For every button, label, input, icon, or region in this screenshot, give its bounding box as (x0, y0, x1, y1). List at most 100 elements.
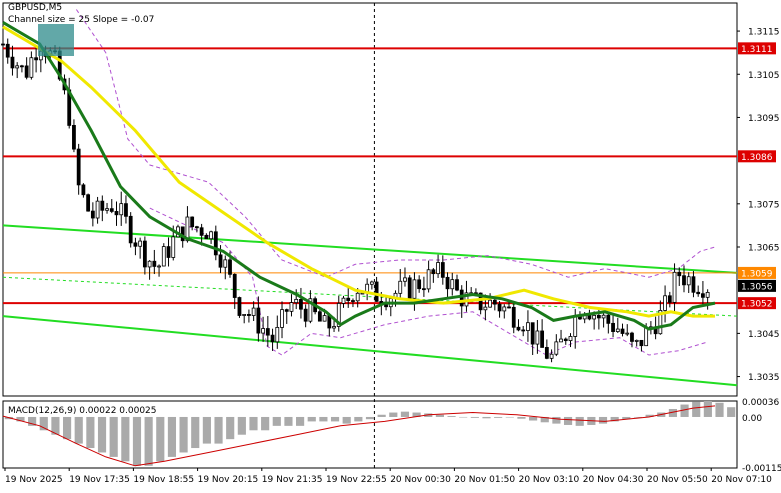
macd-bar (622, 416, 631, 420)
x-tick-label-4: 19 Nov 21:35 (262, 475, 323, 485)
macd-bar (296, 416, 305, 426)
candle-body (696, 291, 701, 295)
candle-body (492, 299, 497, 305)
macd-bar (28, 416, 37, 426)
candle-body (374, 281, 379, 302)
candle-body (261, 328, 266, 334)
candle-body (256, 307, 261, 334)
candle-body (483, 306, 488, 311)
macd-bar (598, 416, 608, 424)
candle-body (563, 338, 568, 342)
candle-body (299, 298, 303, 310)
candle-body (497, 303, 502, 312)
candle-body (601, 314, 606, 319)
candle-body (180, 226, 185, 242)
macd-bar (132, 416, 142, 466)
main-plot-frame (2, 2, 738, 397)
macd-bar (109, 416, 118, 457)
macd-bar (668, 408, 677, 417)
candle-body (455, 279, 459, 291)
candle-body (507, 306, 511, 309)
candle-body (355, 292, 360, 302)
candle-body (677, 271, 682, 277)
y-tick-label-4: 1.3065 (748, 244, 780, 254)
x-tick-label-0: 19 Nov 2025 (5, 475, 63, 485)
candle-body (242, 314, 247, 316)
candle-body (549, 353, 554, 359)
macd-bar (39, 416, 48, 431)
macd-bar (51, 416, 60, 435)
candle-body (644, 326, 649, 347)
y-tick-label-2: 1.3095 (748, 114, 780, 124)
macd-bar (540, 416, 549, 423)
candle-body (615, 328, 620, 332)
candle-body (157, 265, 161, 268)
candle-body (701, 293, 705, 298)
candle-body (86, 194, 91, 212)
candle-body (426, 269, 431, 290)
macd-bar (202, 416, 211, 444)
candle-body (194, 226, 199, 229)
candle-body (138, 240, 143, 247)
macd-bar (179, 416, 188, 453)
candle-body (568, 336, 573, 342)
x-tick-label-2: 19 Nov 18:55 (133, 475, 194, 485)
macd-bar (284, 416, 293, 426)
macd-bar (63, 416, 72, 440)
macd-bar (342, 416, 351, 424)
candle-body (24, 65, 29, 78)
y-tick-label-3: 1.3075 (748, 200, 780, 210)
candle-body (540, 330, 545, 348)
candle-body (228, 259, 232, 275)
macd-bar (191, 416, 200, 449)
macd-bar (144, 416, 153, 466)
candle-body (100, 200, 105, 211)
macd-bar (563, 416, 573, 425)
candle-body (213, 231, 218, 256)
candle-body (407, 277, 412, 299)
macd-bar (16, 416, 25, 422)
candle-body (346, 297, 351, 301)
macd-bar (505, 416, 514, 418)
candle-body (639, 339, 644, 347)
macd-axis-top: 0.00036 (742, 398, 779, 408)
candle-body (450, 279, 455, 290)
candle-body (573, 315, 578, 337)
candle-body (237, 297, 242, 316)
candle-body (76, 148, 81, 186)
candle-body (436, 262, 440, 275)
candle-body (1, 43, 5, 46)
candle-body (431, 269, 436, 275)
macd-bar (389, 412, 398, 417)
macd-bar (680, 404, 689, 417)
candle-body (171, 236, 176, 258)
candle-body (667, 295, 672, 303)
candle-body (289, 302, 294, 312)
macd-label: MACD(12,26,9) 0.00022 0.00025 (8, 406, 157, 416)
candle-body (521, 329, 526, 332)
candle-body (29, 57, 34, 78)
candle-body (190, 216, 195, 228)
candle-body (332, 326, 336, 329)
candle-body (403, 277, 407, 282)
candle-body (308, 298, 313, 322)
macd-bar (86, 416, 95, 449)
candle-body (270, 334, 275, 343)
x-tick-label-6: 20 Nov 00:30 (390, 475, 451, 485)
candle-body (72, 125, 76, 150)
candle-body (34, 57, 39, 61)
last-price-label: 1.3056 (741, 282, 773, 292)
macd-bar (459, 416, 468, 418)
candle-body (265, 328, 270, 336)
candle-body (445, 276, 450, 290)
candle-body (90, 210, 95, 219)
candle-body (152, 260, 157, 267)
macd-bar (307, 416, 316, 422)
candle-body (209, 231, 213, 240)
candle-body (526, 322, 530, 331)
candle-body (223, 259, 228, 268)
macd-bar (703, 401, 712, 417)
candle-body (459, 289, 464, 307)
